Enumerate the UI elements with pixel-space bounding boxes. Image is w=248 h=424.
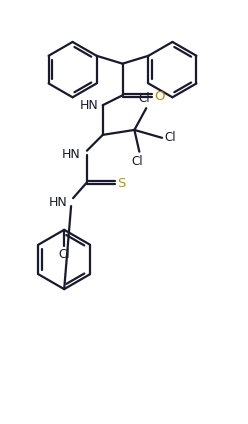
Text: O: O (154, 90, 165, 103)
Text: HN: HN (62, 148, 81, 161)
Text: S: S (118, 177, 126, 190)
Text: Cl: Cl (131, 155, 143, 167)
Text: HN: HN (48, 195, 67, 209)
Text: HN: HN (80, 99, 99, 112)
Text: Cl: Cl (58, 248, 70, 261)
Text: Cl: Cl (164, 131, 176, 144)
Text: Cl: Cl (138, 92, 150, 105)
